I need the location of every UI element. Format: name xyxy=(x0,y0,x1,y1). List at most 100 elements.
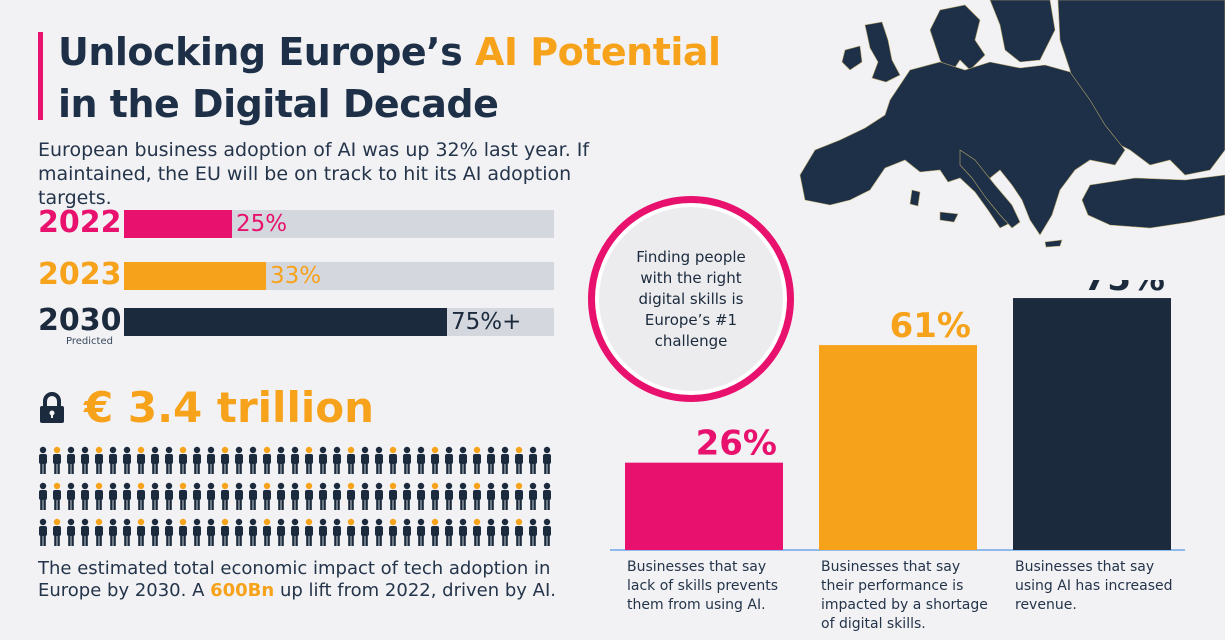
person-icon xyxy=(347,518,355,546)
person-icon xyxy=(319,518,327,546)
title-line2: in the Digital Decade xyxy=(58,82,499,126)
person-icon xyxy=(403,518,411,546)
person-icon xyxy=(193,446,201,474)
person-icon xyxy=(123,446,131,474)
person-icon xyxy=(515,482,523,510)
adoption-row-2023: 2023 33% xyxy=(38,258,558,292)
person-icon xyxy=(67,446,75,474)
person-icon xyxy=(81,446,89,474)
person-icon xyxy=(109,482,117,510)
person-icon xyxy=(123,518,131,546)
person-icon xyxy=(431,446,439,474)
person-icon xyxy=(263,518,271,546)
person-icon xyxy=(529,446,537,474)
person-icon xyxy=(417,446,425,474)
person-icon xyxy=(319,482,327,510)
person-icon xyxy=(67,518,75,546)
person-icon xyxy=(361,482,369,510)
year-label-2022: 2022 xyxy=(38,205,122,240)
impact-text-before: The estimated total economic impact of t… xyxy=(38,558,551,601)
person-icon xyxy=(431,482,439,510)
person-icon xyxy=(39,446,47,474)
person-icon xyxy=(137,446,145,474)
person-icon xyxy=(515,518,523,546)
person-icon xyxy=(445,518,453,546)
year-label-2023: 2023 xyxy=(38,257,122,292)
person-icon xyxy=(487,446,495,474)
adoption-row-2022: 2022 25% xyxy=(38,206,558,240)
person-icon xyxy=(137,518,145,546)
person-icon xyxy=(39,482,47,510)
person-icon xyxy=(277,446,285,474)
person-icon xyxy=(95,518,103,546)
impact-text-after: up lift from 2022, driven by AI. xyxy=(274,580,556,601)
person-icon xyxy=(81,482,89,510)
impact-description: The estimated total economic impact of t… xyxy=(38,558,598,602)
person-icon xyxy=(109,518,117,546)
person-icon xyxy=(207,446,215,474)
person-icon xyxy=(375,518,383,546)
chart-bar xyxy=(819,345,977,550)
chart-category-label: Businesses that say lack of skills preve… xyxy=(627,559,778,613)
page-title: Unlocking Europe’s AI Potential in the D… xyxy=(58,26,721,130)
person-icon xyxy=(431,518,439,546)
person-icon xyxy=(291,446,299,474)
person-icon xyxy=(95,446,103,474)
person-icon xyxy=(445,482,453,510)
chart-category-label: Businesses that say using AI has increas… xyxy=(1015,559,1173,613)
person-icon xyxy=(403,446,411,474)
person-icon xyxy=(249,518,257,546)
person-icon xyxy=(179,482,187,510)
impact-amount: € 3.4 trillion xyxy=(84,383,375,432)
person-icon xyxy=(277,482,285,510)
person-icon xyxy=(81,518,89,546)
person-icon xyxy=(151,446,159,474)
subtitle: European business adoption of AI was up … xyxy=(38,139,590,209)
adoption-pct-2022: 25% xyxy=(236,211,288,237)
person-icon xyxy=(165,446,173,474)
person-icon xyxy=(277,518,285,546)
person-icon xyxy=(235,446,243,474)
adoption-track-2022: 25% xyxy=(124,210,554,238)
person-icon xyxy=(193,518,201,546)
person-icon xyxy=(207,518,215,546)
chart-value-label: 75% xyxy=(1084,280,1165,299)
adoption-fill-2022 xyxy=(124,210,232,238)
chart-bar xyxy=(625,462,783,550)
person-icon xyxy=(473,482,481,510)
person-icon xyxy=(151,482,159,510)
person-icon xyxy=(375,482,383,510)
person-icon xyxy=(375,446,383,474)
person-icon xyxy=(319,446,327,474)
person-icon xyxy=(221,482,229,510)
person-icon xyxy=(487,518,495,546)
title-accent-bar xyxy=(38,32,43,120)
person-icon xyxy=(95,482,103,510)
title-highlight: AI Potential xyxy=(474,30,721,74)
person-icon xyxy=(193,482,201,510)
predicted-note: Predicted xyxy=(66,336,113,347)
person-icon xyxy=(445,446,453,474)
person-icon xyxy=(221,446,229,474)
person-icon xyxy=(151,518,159,546)
adoption-track-2023: 33% xyxy=(124,262,554,290)
person-icon xyxy=(333,446,341,474)
person-icon xyxy=(417,518,425,546)
person-icon xyxy=(263,482,271,510)
callout-text: Finding people with the right digital sk… xyxy=(636,247,746,350)
person-icon xyxy=(249,446,257,474)
lock-icon xyxy=(40,392,64,423)
skills-bar-chart: 26% 61% 75% xyxy=(610,280,1185,551)
person-icon xyxy=(389,518,397,546)
person-icon xyxy=(123,482,131,510)
person-icon xyxy=(501,518,509,546)
people-grid xyxy=(39,446,551,546)
person-icon xyxy=(361,446,369,474)
adoption-fill-2030 xyxy=(124,308,447,336)
person-icon xyxy=(109,446,117,474)
person-icon xyxy=(179,518,187,546)
chart-category-label: Businesses that say their performance is… xyxy=(821,559,988,632)
person-icon xyxy=(333,482,341,510)
person-icon xyxy=(403,482,411,510)
person-icon xyxy=(305,482,313,510)
